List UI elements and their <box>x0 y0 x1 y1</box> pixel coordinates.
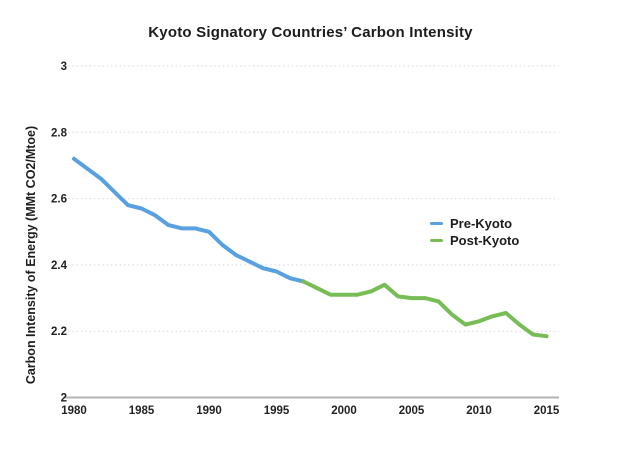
x-tick-label-1980: 1980 <box>61 405 87 417</box>
pre-kyoto-line <box>72 156 306 284</box>
x-tick-label-1995: 1995 <box>264 405 290 417</box>
y-tick-label-2.6: 2.6 <box>51 194 67 206</box>
post-kyoto-line <box>301 279 549 339</box>
legend-label-post-kyoto: Post-Kyoto <box>450 233 520 248</box>
x-tick-label-1985: 1985 <box>129 405 155 417</box>
y-tick-label-2.4: 2.4 <box>51 260 68 272</box>
y-tick-label-2.8: 2.8 <box>51 127 68 139</box>
legend-item-post-kyoto: Post-Kyoto <box>430 232 519 249</box>
y-tick-label-3: 3 <box>61 61 67 73</box>
x-tick-label-1990: 1990 <box>196 405 222 417</box>
legend-label-pre-kyoto: Pre-Kyoto <box>450 216 513 231</box>
chart-title: Kyoto Signatory Countries’ Carbon Intens… <box>148 24 473 41</box>
pre-kyoto-line-swatch <box>430 222 443 225</box>
legend: Pre-Kyoto Post-Kyoto <box>430 215 519 249</box>
x-tick-label-2010: 2010 <box>466 405 492 417</box>
x-tick-label-2015: 2015 <box>534 405 560 417</box>
legend-item-pre-kyoto: Pre-Kyoto <box>430 215 519 232</box>
x-tick-label-2000: 2000 <box>331 405 357 417</box>
x-tick-label-2005: 2005 <box>399 405 425 417</box>
y-tick-label-2.2: 2.2 <box>51 326 67 338</box>
post-kyoto-line-swatch <box>430 239 443 242</box>
y-tick-label-2: 2 <box>61 393 67 405</box>
